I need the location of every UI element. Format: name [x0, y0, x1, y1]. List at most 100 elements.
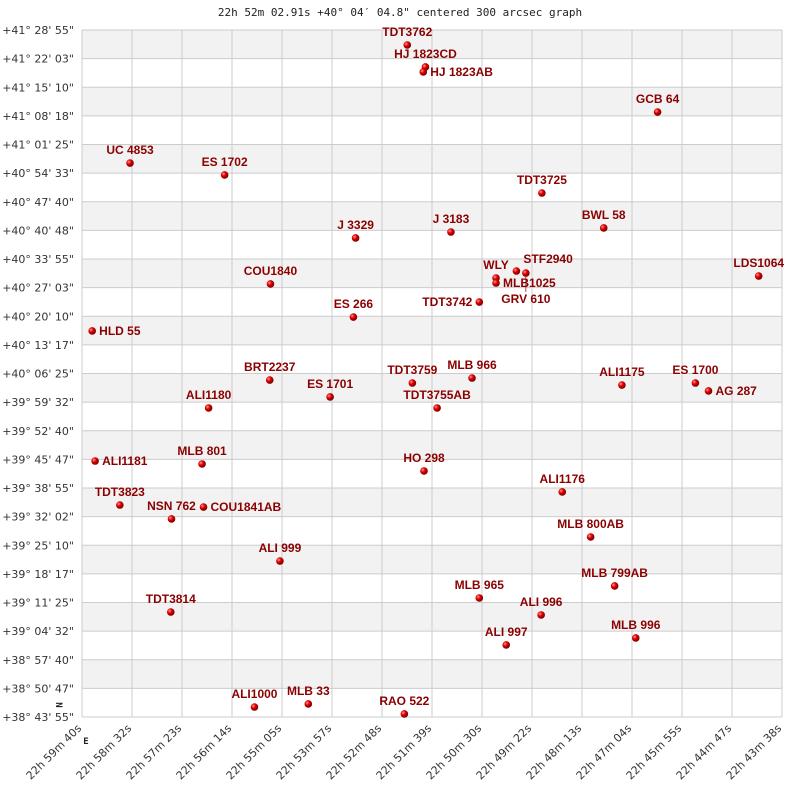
star-label: TDT3814 — [146, 592, 196, 606]
y-tick-label: +39° 18' 17" — [2, 568, 74, 581]
star-point — [116, 501, 124, 509]
star-label: TDT3762 — [382, 25, 432, 39]
star-point — [349, 313, 358, 321]
star-point — [276, 557, 284, 565]
star-label: J 3183 — [433, 212, 470, 226]
star-label: TDT3759 — [387, 363, 437, 377]
star-point — [475, 298, 484, 306]
star-point — [502, 641, 511, 649]
y-tick-label: +39° 11' 25" — [2, 597, 74, 610]
star-label: MLB 801 — [177, 444, 227, 458]
star-point — [610, 582, 619, 590]
star-label: MLB 996 — [611, 618, 661, 632]
star-label: ALI1175 — [599, 365, 645, 379]
star-label: GCB 64 — [636, 92, 680, 106]
y-tick-label: +41° 22' 03" — [2, 53, 74, 66]
star-label: ES 266 — [334, 297, 374, 311]
star-label: TDT3742 — [422, 295, 472, 309]
star-label: ALI 997 — [485, 625, 528, 639]
star-label: TDT3725 — [517, 173, 567, 187]
star-point — [537, 611, 545, 619]
star-point — [754, 272, 763, 280]
star-label: RAO 522 — [379, 694, 429, 708]
star-point — [586, 533, 595, 541]
star-label: LDS1064 — [733, 256, 784, 270]
y-tick-label: +38° 43' 55" — [2, 711, 74, 724]
north-marker: N — [53, 702, 63, 707]
y-tick-label: +38° 50' 47" — [2, 682, 74, 695]
star-point — [558, 488, 567, 496]
star-point — [512, 267, 521, 275]
star-point — [538, 189, 546, 197]
star-label: MLB 33 — [287, 684, 330, 698]
star-point — [166, 608, 175, 616]
star-point — [304, 700, 313, 708]
star-point — [691, 379, 700, 387]
star-point — [419, 68, 428, 76]
y-tick-label: +39° 59' 32" — [2, 396, 74, 409]
star-label: ALI1180 — [186, 388, 232, 402]
star-point — [167, 515, 176, 523]
star-point — [447, 228, 455, 236]
star-point — [220, 171, 229, 179]
star-label: STF2940 — [523, 252, 573, 266]
y-tick-label: +40° 06' 25" — [2, 368, 74, 381]
y-tick-label: +40° 54' 33" — [2, 167, 74, 180]
y-tick-label: +41° 28' 55" — [2, 24, 74, 37]
star-point — [618, 381, 626, 389]
y-tick-label: +38° 57' 40" — [2, 654, 74, 667]
y-tick-label: +40° 47' 40" — [2, 196, 74, 209]
star-point — [250, 703, 259, 711]
y-tick-label: +39° 38' 55" — [2, 482, 74, 495]
y-tick-label: +40° 40' 48" — [2, 224, 74, 237]
star-point — [400, 710, 409, 718]
star-point — [653, 108, 662, 116]
star-label: TDT3755AB — [403, 388, 471, 402]
star-label: ALI1176 — [540, 472, 586, 486]
star-label: MLB1025 — [503, 276, 556, 290]
y-tick-label: +40° 33' 55" — [2, 253, 74, 266]
y-tick-label: +39° 52' 40" — [2, 425, 74, 438]
star-label: HJ 1823AB — [430, 65, 493, 79]
y-tick-label: +40° 27' 03" — [2, 282, 74, 295]
y-tick-label: +40° 20' 10" — [2, 310, 74, 323]
y-tick-label: +41° 15' 10" — [2, 81, 74, 94]
star-label: MLB 800AB — [557, 517, 624, 531]
star-label: COU1841AB — [211, 500, 282, 514]
east-marker: E — [83, 737, 88, 747]
star-point — [326, 393, 334, 401]
star-point — [204, 404, 213, 412]
star-label: BRT2237 — [244, 360, 296, 374]
y-tick-label: +39° 32' 02" — [2, 511, 74, 524]
star-point — [433, 404, 441, 412]
star-label: ES 1700 — [672, 363, 718, 377]
y-tick-label: +39° 45' 47" — [2, 453, 74, 466]
star-point — [199, 503, 208, 511]
star-point — [492, 279, 500, 287]
star-point — [266, 280, 275, 288]
y-tick-label: +41° 01' 25" — [2, 139, 74, 152]
star-point — [599, 224, 608, 232]
star-point — [704, 387, 713, 395]
star-label: ALI 999 — [259, 541, 302, 555]
star-label: ALI 996 — [520, 595, 563, 609]
chart-title: 22h 52m 02.91s +40° 04′ 04.8" centered 3… — [217, 6, 583, 19]
star-label: AG 287 — [716, 384, 758, 398]
star-point — [631, 634, 640, 642]
star-label: WLY — [483, 258, 509, 272]
star-point — [522, 269, 530, 277]
y-tick-label: +40° 13' 17" — [2, 339, 74, 352]
star-label: TDT3823 — [95, 485, 145, 499]
star-label: BWL 58 — [582, 208, 626, 222]
star-label: UC 4853 — [106, 143, 154, 157]
star-labels: TDT3762 HJ 1823CD HJ 1823AB GCB 64 UC 4853 ES… — [95, 25, 785, 708]
star-label: ALI1000 — [231, 687, 277, 701]
star-label: GRV 610 — [501, 292, 550, 306]
star-point — [126, 159, 134, 167]
star-point — [475, 594, 484, 602]
star-label: MLB 799AB — [581, 566, 648, 580]
star-point — [265, 376, 274, 384]
star-label: MLB 965 — [455, 578, 505, 592]
star-label: MLB 966 — [447, 358, 497, 372]
